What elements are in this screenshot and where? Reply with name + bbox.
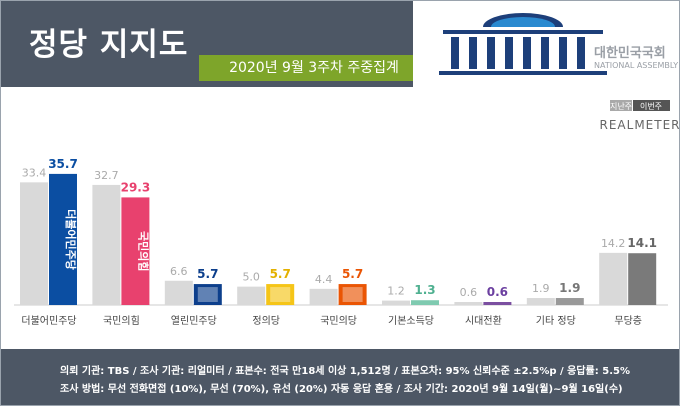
category-label-7: 기타 정당 <box>536 315 576 327</box>
footer-line-1: 의뢰 기관: TBS / 조사 기관: 리얼미터 / 표본수: 전국 만18세 … <box>60 366 630 377</box>
value-label-prev-8: 14.2 <box>601 237 626 250</box>
party-logo-icon-3 <box>270 287 291 302</box>
bar-prev-5 <box>382 300 410 305</box>
assembly-name-kr: 대한민국국회 <box>594 46 666 61</box>
value-label-prev-3: 5.0 <box>242 271 260 284</box>
value-label-prev-4: 4.4 <box>315 273 333 286</box>
bar-curr-2 <box>193 284 222 305</box>
footer-line-2: 조사 방법: 무선 전화면접 (10%), 무선 (70%), 유선 (20%)… <box>60 384 623 395</box>
chart-area: 지난주 이번주 REALMETER 33.435.7더불어민주당더불어민주당32… <box>14 100 680 327</box>
bar-prev-2 <box>164 280 193 305</box>
bar-prev-6 <box>454 302 483 305</box>
bar-curr-7 <box>555 298 584 305</box>
value-label-curr-1: 29.3 <box>121 180 151 194</box>
legend-curr-swatch <box>633 100 670 111</box>
bar-curr-0 <box>49 173 77 305</box>
bar-prev-1 <box>92 184 121 305</box>
survey-week-badge: 2020년 9월 3주차 주중집계 <box>199 55 429 81</box>
value-label-curr-8: 14.1 <box>627 236 657 250</box>
legend-prev-swatch <box>610 100 632 111</box>
bar-prev-8 <box>599 252 628 305</box>
legend-curr-label: 이번주 <box>640 101 662 111</box>
party-logo-icon-4 <box>342 287 363 302</box>
value-label-curr-2: 5.7 <box>197 267 218 281</box>
party-logo-icon-2 <box>197 287 218 302</box>
assembly-name-en: NATIONAL ASSEMBLY <box>594 61 679 70</box>
value-label-prev-0: 33.4 <box>22 166 47 179</box>
value-label-curr-0: 35.7 <box>48 157 78 171</box>
bar-curr-1 <box>121 197 150 305</box>
value-label-curr-7: 1.9 <box>559 281 580 295</box>
bar-curr-4 <box>338 284 367 305</box>
value-label-prev-7: 1.9 <box>532 282 550 295</box>
bar-curr-5 <box>411 300 439 305</box>
page-title: 정당 지지도 <box>29 27 189 63</box>
bar-curr-3 <box>266 284 295 305</box>
category-label-0: 더불어민주당 <box>21 315 76 327</box>
bar-prev-3 <box>237 286 266 305</box>
bar-prev-4 <box>309 288 338 305</box>
bar-curr-8 <box>628 253 657 305</box>
value-label-curr-3: 5.7 <box>270 267 291 281</box>
category-label-8: 무당층 <box>614 315 642 327</box>
legend-prev-label: 지난주 <box>610 102 632 111</box>
brand-logo: REALMETER <box>600 118 680 132</box>
category-label-4: 국민의당 <box>320 315 357 327</box>
value-label-curr-5: 1.3 <box>414 283 435 297</box>
value-label-prev-2: 6.6 <box>170 265 188 278</box>
value-label-prev-6: 0.6 <box>460 286 478 299</box>
value-label-curr-6: 0.6 <box>487 285 508 299</box>
category-label-6: 시대전환 <box>465 315 502 327</box>
bar-curr-6 <box>483 302 512 305</box>
category-label-2: 열린민주당 <box>171 315 217 327</box>
footer-bar: 의뢰 기관: TBS / 조사 기관: 리얼미터 / 표본수: 전국 만18세 … <box>1 349 679 405</box>
value-label-curr-4: 5.7 <box>342 267 363 281</box>
category-label-1: 국민의힘 <box>103 315 140 327</box>
bar-prev-0 <box>20 182 48 305</box>
category-label-5: 기본소득당 <box>388 315 434 327</box>
bar-text-1: 국민의힘 <box>136 231 150 271</box>
value-label-prev-5: 1.2 <box>387 285 405 298</box>
bar-prev-7 <box>526 298 555 305</box>
assembly-logo-area <box>413 1 679 87</box>
value-label-prev-1: 32.7 <box>94 169 119 182</box>
bar-text-0: 더불어민주당 <box>64 209 78 270</box>
assembly-building-icon <box>439 13 607 75</box>
category-label-3: 정의당 <box>252 315 280 327</box>
